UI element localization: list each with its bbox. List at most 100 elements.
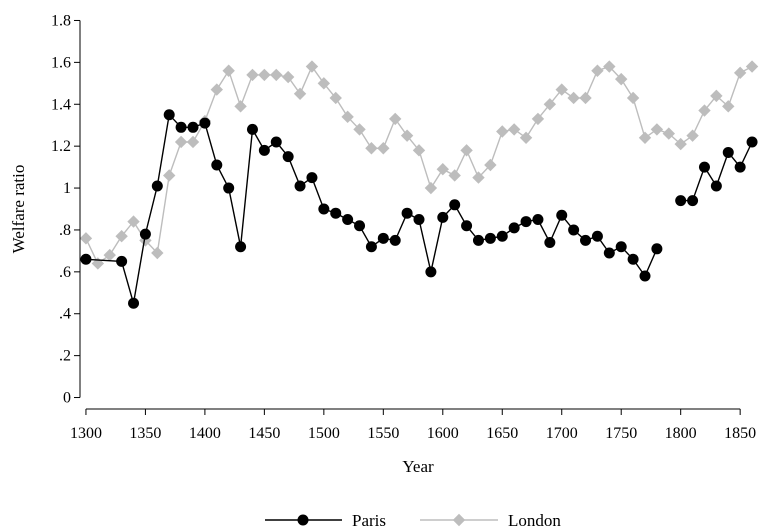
data-point-paris <box>496 230 508 242</box>
data-point-paris <box>615 241 627 253</box>
data-point-paris <box>282 151 294 163</box>
data-point-paris <box>651 243 663 255</box>
data-point-paris <box>151 180 163 192</box>
data-point-london <box>519 131 533 144</box>
data-point-paris <box>354 220 366 232</box>
data-point-paris <box>258 144 270 156</box>
x-tick-label: 1550 <box>367 425 399 442</box>
data-point-paris <box>318 203 330 215</box>
data-point-paris <box>163 109 175 121</box>
data-point-paris <box>401 207 413 219</box>
data-point-london <box>389 112 402 126</box>
data-point-london <box>722 100 735 113</box>
data-point-london <box>615 72 628 86</box>
data-point-london <box>745 60 759 73</box>
data-point-london <box>698 104 711 117</box>
data-point-paris <box>235 241 247 253</box>
data-point-paris <box>389 234 401 246</box>
x-ticks: 1300 1350 1400 1450 1500 1550 1600 1650 1700 1750… <box>70 409 756 442</box>
x-tick-label: 1400 <box>189 425 221 442</box>
data-point-london <box>674 137 687 151</box>
legend-label-paris: Paris <box>352 511 386 530</box>
y-tick-label: 1 <box>63 180 71 197</box>
data-point-london <box>305 60 319 73</box>
data-point-london <box>400 129 414 142</box>
data-point-london <box>472 171 485 184</box>
x-axis-title: Year <box>402 457 434 476</box>
x-tick-label: 1500 <box>308 425 340 442</box>
y-tick-label: 1.6 <box>51 54 71 71</box>
series-london <box>79 60 759 270</box>
data-point-london <box>603 60 616 73</box>
data-point-paris <box>591 230 603 242</box>
data-point-paris <box>270 136 282 148</box>
data-point-london <box>174 135 188 149</box>
data-point-paris <box>437 211 449 223</box>
legend-item-london: London <box>420 511 561 530</box>
data-point-london <box>186 135 200 149</box>
x-tick-label: 1850 <box>724 425 756 442</box>
data-point-paris <box>187 121 199 133</box>
data-point-london <box>448 169 461 182</box>
data-point-london <box>210 83 223 96</box>
data-point-london <box>424 181 438 195</box>
data-point-london <box>484 158 497 172</box>
data-point-paris <box>128 297 140 309</box>
data-point-london <box>115 230 128 243</box>
data-point-london <box>317 77 331 90</box>
legend: Paris London <box>265 511 561 530</box>
data-point-london <box>79 232 93 245</box>
y-tick-label: 0 <box>63 390 71 407</box>
data-point-paris <box>294 180 306 192</box>
data-point-paris <box>80 253 92 265</box>
x-tick-label: 1450 <box>248 425 280 442</box>
data-point-paris <box>603 247 615 259</box>
y-tick-label: .2 <box>59 348 71 365</box>
data-point-london <box>412 144 426 157</box>
y-tick-label: 1.2 <box>51 138 71 155</box>
axes-layer: 0.2.4.6.811.21.41.61.8 1300 1350 1400 1450 1… <box>9 12 756 476</box>
y-tick-label: 1.8 <box>51 12 71 29</box>
data-point-paris <box>687 195 699 207</box>
y-tick-label: .4 <box>59 306 71 323</box>
x-tick-label: 1800 <box>665 425 697 442</box>
data-point-paris <box>223 182 235 194</box>
data-point-paris <box>722 146 734 158</box>
data-point-london <box>246 68 259 82</box>
data-point-paris <box>675 195 687 207</box>
data-point-paris <box>710 180 722 192</box>
data-point-paris <box>568 224 580 236</box>
data-point-paris <box>330 207 342 219</box>
x-tick-label: 1350 <box>129 425 161 442</box>
data-point-london <box>460 144 473 157</box>
data-point-london <box>281 70 295 84</box>
data-point-london <box>591 64 604 77</box>
data-point-paris <box>484 232 496 244</box>
data-point-london <box>733 66 747 80</box>
data-point-paris <box>246 123 258 135</box>
data-point-london <box>710 89 723 103</box>
data-point-london <box>353 123 366 136</box>
data-point-london <box>341 110 354 124</box>
data-point-london <box>329 91 342 105</box>
data-point-london <box>151 246 164 260</box>
data-point-paris <box>746 136 758 148</box>
data-point-london <box>377 142 390 155</box>
data-point-london <box>531 112 545 126</box>
legend-item-paris: Paris <box>265 511 386 530</box>
legend-marker-london <box>452 513 466 527</box>
data-point-paris <box>544 237 556 249</box>
data-point-paris <box>413 213 425 225</box>
legend-marker-paris <box>297 514 309 526</box>
data-point-london <box>234 100 247 113</box>
x-tick-label: 1300 <box>70 425 102 442</box>
x-tick-label: 1700 <box>546 425 578 442</box>
data-point-london <box>127 215 140 228</box>
data-point-paris <box>116 255 128 267</box>
y-ticks: 0 .2 .4 .6 .8 1 1.2 1.4 1.6 1.8 <box>51 12 80 407</box>
data-point-paris <box>508 222 520 234</box>
data-point-london <box>650 123 664 136</box>
data-point-london <box>139 234 152 247</box>
data-point-paris <box>698 161 710 173</box>
data-point-paris <box>211 159 223 171</box>
